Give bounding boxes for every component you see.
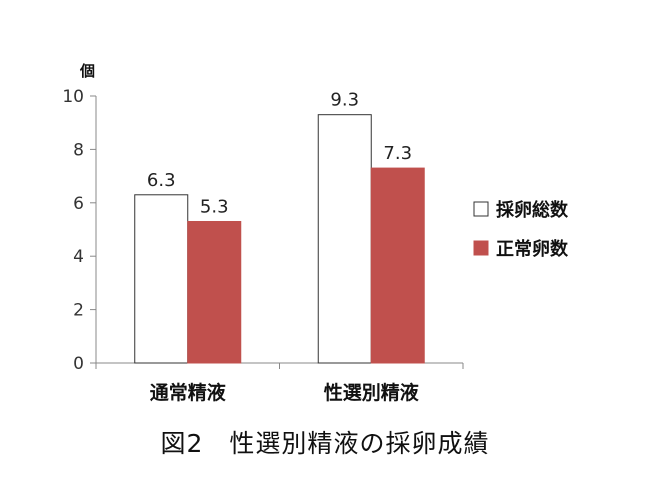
y-tick-label: 8	[73, 140, 84, 160]
legend-label: 正常卵数	[496, 238, 569, 260]
y-tick-label: 10	[62, 87, 84, 107]
y-tick-label: 2	[73, 301, 84, 321]
y-axis-unit-label: 個	[79, 62, 95, 80]
data-label: 7.3	[383, 143, 412, 164]
bar	[370, 167, 425, 364]
figure-caption: 図2 性選別精液の採卵成績	[160, 429, 490, 458]
legend-label: 採卵総数	[496, 199, 569, 221]
data-label: 9.3	[330, 90, 359, 111]
x-category-label: 性選別精液	[324, 381, 420, 404]
chart-bars	[134, 114, 425, 364]
data-label: 5.3	[200, 196, 229, 217]
bar	[187, 220, 242, 364]
data-label: 6.3	[147, 170, 176, 191]
y-tick-label: 4	[73, 247, 84, 267]
bar	[317, 114, 372, 364]
chart-labels: 6.3 5.3 通常精液 9.3 7.3 性選別精液	[147, 90, 420, 404]
legend-swatch	[473, 240, 489, 256]
x-category-label: 通常精液	[150, 381, 227, 404]
y-tick-label: 0	[73, 354, 84, 374]
legend-swatch	[473, 201, 489, 217]
y-tick-label: 6	[73, 194, 84, 214]
bar	[134, 194, 189, 364]
